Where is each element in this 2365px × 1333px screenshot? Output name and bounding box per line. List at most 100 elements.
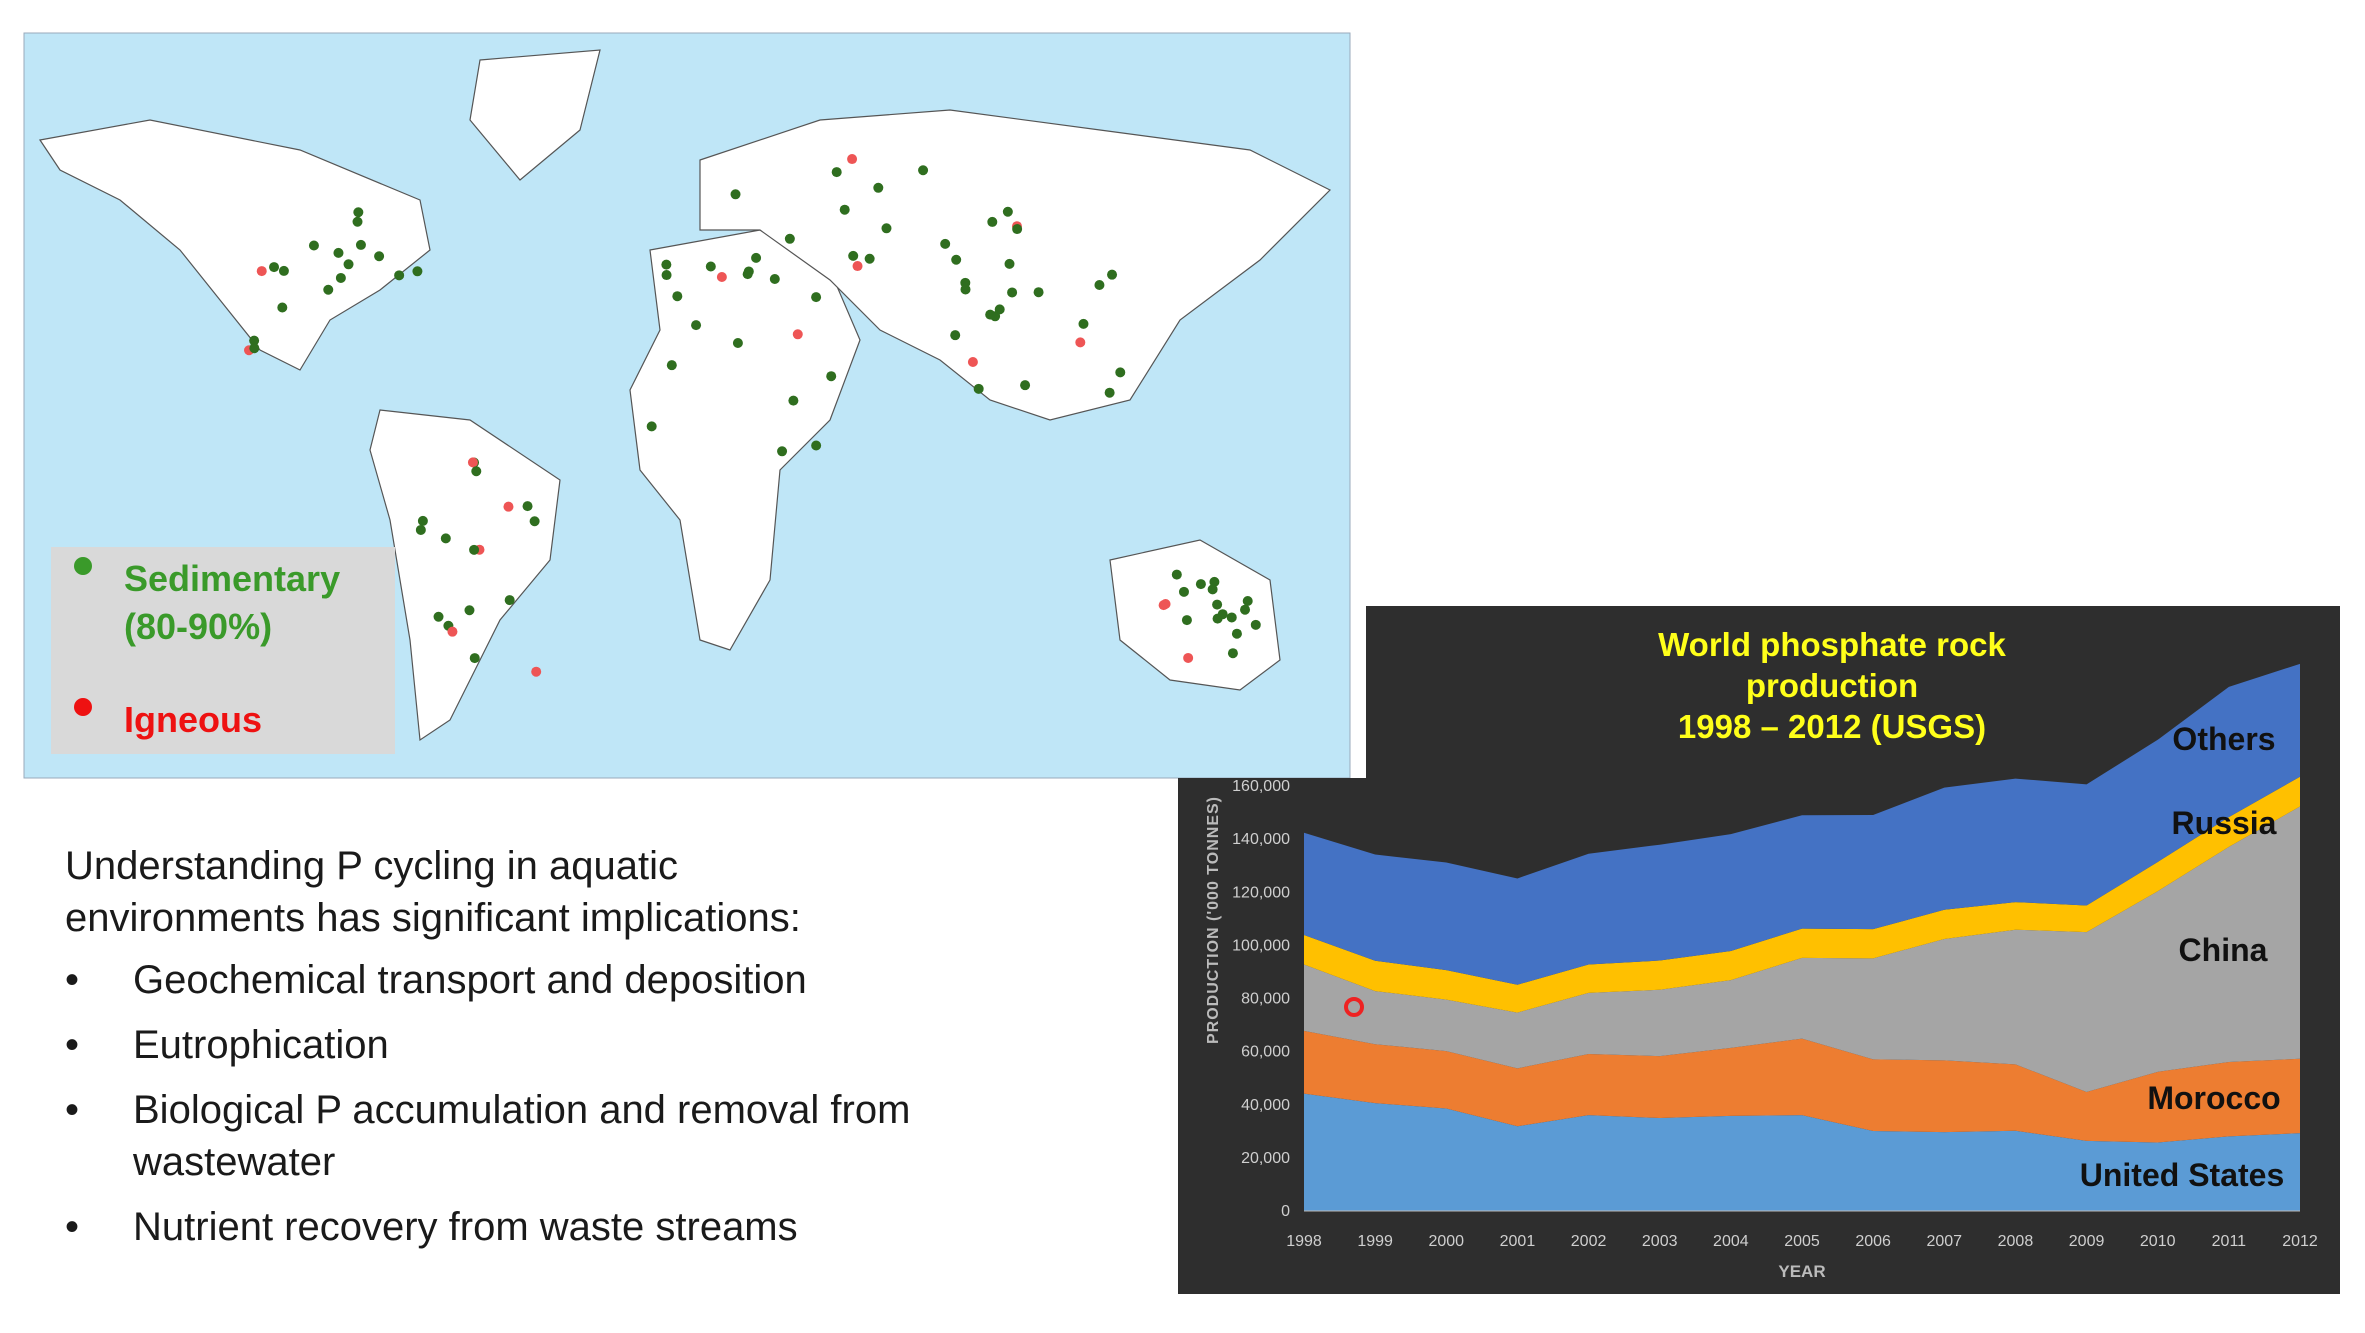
deposit-dot — [1160, 599, 1171, 609]
deposit-dot — [1242, 596, 1253, 607]
deposit-dot — [847, 154, 858, 165]
deposit-dot — [839, 204, 850, 215]
deposit-dot — [447, 626, 458, 637]
deposit-dot — [1012, 224, 1023, 235]
deposit-dot — [1107, 269, 1118, 280]
deposit-dot — [256, 266, 267, 277]
series-label: Morocco — [2147, 1080, 2280, 1116]
deposit-dot — [433, 611, 444, 622]
deposit-dot — [1183, 652, 1194, 663]
y-tick-label: 140,000 — [1232, 831, 1290, 848]
legend-label: (80-90%) — [124, 606, 272, 647]
deposit-dot — [950, 330, 961, 341]
deposit-dot — [353, 207, 364, 218]
deposit-dot — [1004, 258, 1015, 269]
deposit-dot — [852, 261, 863, 272]
intro-text: Understanding P cycling in aquatic envir… — [65, 844, 801, 940]
deposit-dot — [751, 252, 762, 263]
deposit-dot — [918, 165, 929, 176]
deposit-dot — [343, 259, 354, 270]
deposit-dot — [864, 253, 875, 264]
deposit-dot — [1217, 609, 1228, 620]
deposit-dot — [1227, 648, 1238, 659]
deposit-dot — [1250, 619, 1261, 630]
x-tick-label: 2011 — [2212, 1233, 2247, 1250]
x-tick-label: 1998 — [1286, 1233, 1322, 1250]
deposit-dot — [1195, 579, 1206, 590]
deposit-dot — [1240, 604, 1251, 615]
deposit-dot — [705, 261, 716, 272]
deposit-dot — [661, 270, 672, 281]
deposit-dot — [1115, 367, 1126, 378]
deposit-dot — [1002, 206, 1013, 217]
y-tick-label: 100,000 — [1232, 937, 1290, 954]
deposit-dot — [467, 457, 478, 468]
x-tick-label: 2003 — [1642, 1233, 1678, 1250]
deposit-dot — [967, 356, 978, 367]
series-label: Russia — [2172, 805, 2277, 841]
legend-label: Sedimentary — [124, 558, 340, 599]
deposit-dot — [742, 269, 753, 280]
deposit-dot — [788, 395, 799, 406]
x-tick-label: 2005 — [1784, 1233, 1820, 1250]
deposit-dot — [323, 284, 334, 295]
y-axis-title: PRODUCTION ('000 TONNES) — [1205, 796, 1222, 1044]
x-tick-label: 2007 — [1926, 1233, 1962, 1250]
x-tick-label: 2002 — [1571, 1233, 1607, 1250]
deposit-dot — [417, 515, 428, 526]
deposit-dot — [784, 233, 795, 244]
deposit-dot — [1212, 599, 1223, 610]
series-label: United States — [2080, 1157, 2284, 1193]
deposit-dot — [951, 254, 962, 265]
y-tick-label: 60,000 — [1241, 1044, 1290, 1061]
deposit-dot — [394, 270, 405, 281]
deposit-dot — [716, 271, 727, 282]
chart-title: World phosphate rock — [1658, 626, 2006, 663]
deposit-dot — [1178, 586, 1189, 597]
deposit-dot — [831, 167, 842, 178]
x-tick-label: 2009 — [2069, 1233, 2105, 1250]
bullet: Biological P accumulation and removal fr… — [65, 1084, 923, 1188]
deposit-dot — [352, 216, 363, 227]
deposit-dot — [1075, 337, 1086, 348]
deposit-dot — [249, 335, 260, 346]
deposit-dot — [826, 371, 837, 382]
deposit-dot — [278, 265, 289, 276]
y-tick-label: 0 — [1281, 1203, 1290, 1220]
area — [1304, 806, 2300, 1092]
bullet: Nutrient recovery from waste streams — [65, 1201, 923, 1253]
deposit-dot — [503, 501, 514, 512]
deposit-dot — [987, 216, 998, 227]
deposit-dot — [504, 595, 515, 606]
deposit-dot — [646, 421, 657, 432]
deposit-dot — [308, 240, 319, 251]
deposit-dot — [522, 501, 533, 512]
chart-title: 1998 – 2012 (USGS) — [1678, 708, 1986, 745]
area — [1304, 663, 2300, 985]
area — [1304, 1030, 2300, 1143]
deposit-dot — [469, 544, 480, 555]
deposit-dot — [672, 291, 683, 302]
area — [1304, 1093, 2300, 1211]
area — [1304, 776, 2300, 1013]
deposit-dot — [355, 239, 366, 250]
deposit-dot — [249, 343, 260, 354]
deposit-dot — [333, 247, 344, 258]
deposit-dot — [374, 251, 385, 262]
chart: 0 20,000 40,000 60,000 80,000 100,000 120,000 1… — [1205, 626, 2318, 1281]
y-tick-label: 20,000 — [1241, 1150, 1290, 1167]
deposit-dot — [666, 360, 677, 371]
deposit-dot — [531, 666, 542, 677]
deposit-dot — [335, 272, 346, 283]
y-tick-label: 80,000 — [1241, 991, 1290, 1008]
deposit-dot — [1207, 584, 1218, 595]
deposit-dot — [848, 250, 859, 261]
deposit-dot — [730, 189, 741, 200]
deposit-dot — [415, 524, 426, 535]
deposit-dot — [732, 337, 743, 348]
y-tick-label: 160,000 — [1232, 778, 1290, 795]
deposit-dot — [881, 223, 892, 234]
series-label: China — [2179, 932, 2268, 968]
